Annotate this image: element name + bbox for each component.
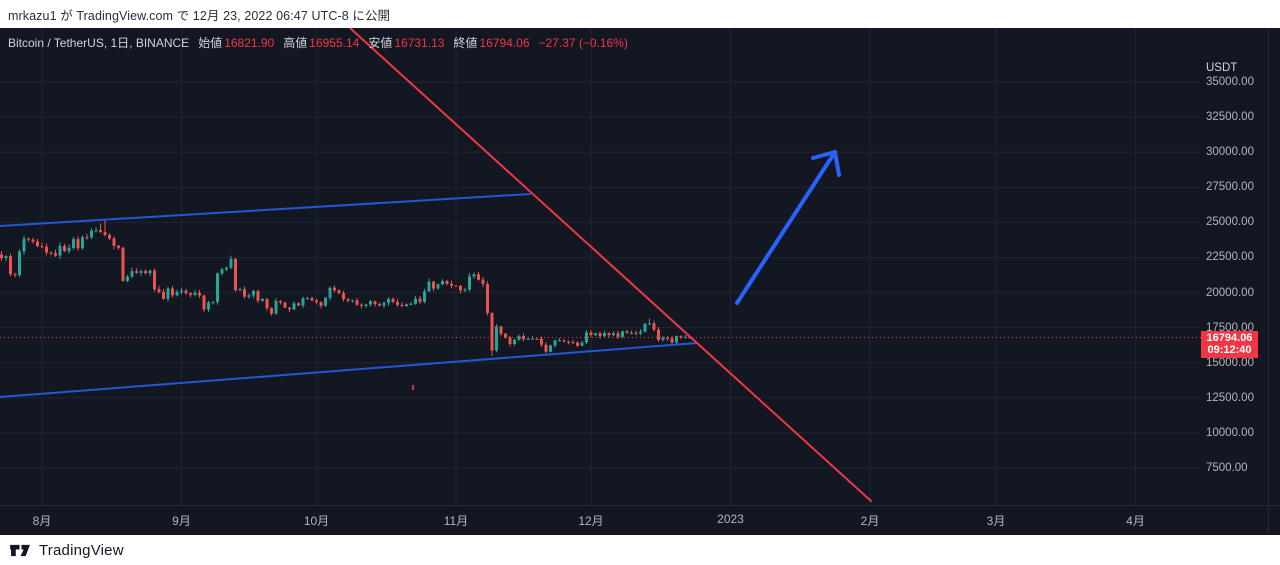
candlesticks[interactable] [0, 219, 692, 356]
bullish-arrow[interactable] [735, 150, 841, 305]
price-tick-label: 15000.00 [1206, 356, 1254, 369]
currency-label: USDT [1206, 62, 1238, 74]
time-tick-label: 3月 [986, 514, 1006, 528]
time-tick-label: 10月 [303, 514, 330, 528]
ohlc-close: 終値 16794.06 [453, 36, 530, 50]
time-tick-label: 2月 [860, 514, 880, 528]
countdown-value: 09:12:40 [1207, 344, 1252, 356]
ohlc-high: 高値 16955.14 [283, 36, 360, 50]
chart-legend: Bitcoin / TetherUS, 1日, BINANCE 始値 16821.… [8, 34, 628, 51]
price-tick-label: 10000.00 [1206, 426, 1254, 439]
price-tick-label: 17500.00 [1206, 321, 1254, 334]
time-tick-label: 11月 [443, 514, 469, 528]
last-price-badge: 16794.06 09:12:40 [1201, 331, 1258, 358]
close-value: 16794.06 [479, 36, 530, 50]
price-tick-label: 25000.00 [1206, 216, 1254, 229]
price-tick-label: 20000.00 [1206, 286, 1254, 299]
tradingview-wordmark[interactable]: TradingView [39, 541, 124, 559]
price-tick-label: 35000.00 [1206, 76, 1254, 88]
axis-border [1268, 28, 1269, 535]
price-tick-label: 7500.00 [1206, 461, 1248, 474]
open-value: 16821.90 [224, 36, 275, 50]
ohlc-open: 始値 16821.90 [198, 36, 275, 50]
time-tick-label: 8月 [32, 514, 52, 528]
grid-vertical [41, 28, 1136, 505]
tradingview-logo-icon[interactable] [10, 542, 31, 559]
ohlc-low: 安値 16731.13 [368, 36, 445, 50]
price-tick-label: 12500.00 [1206, 391, 1254, 404]
upper-channel-trendline[interactable] [0, 193, 531, 227]
publish-info-text: mrkazu1 が TradingView.com で 12月 23, 2022… [8, 8, 391, 23]
low-value: 16731.13 [394, 36, 445, 50]
grid-horizontal [0, 81, 1200, 469]
lower-channel-trendline[interactable] [0, 342, 698, 398]
time-axis[interactable]: 8月 9月 10月 11月 12月 2023 2月 3月 4月 [0, 505, 1280, 535]
time-tick-label: 4月 [1126, 514, 1145, 528]
price-chart-canvas[interactable] [0, 28, 1280, 505]
red-descending-trendline[interactable] [349, 28, 872, 502]
brand-bar: TradingView [0, 535, 1280, 565]
price-tick-label: 30000.00 [1206, 146, 1254, 159]
small-red-dot [412, 385, 414, 390]
price-tick-label: 22500.00 [1206, 251, 1254, 264]
price-tick-label: 27500.00 [1206, 181, 1254, 194]
time-tick-label: 12月 [578, 514, 604, 528]
price-axis[interactable]: 35000.00 32500.00 30000.00 27500.00 25000.00… [1200, 28, 1280, 505]
price-tick-label: 32500.00 [1206, 111, 1254, 124]
symbol-title: Bitcoin / TetherUS, 1日, BINANCE [8, 36, 190, 50]
time-tick-label: 9月 [172, 514, 191, 528]
change-text: −27.37 (−0.16%) [538, 35, 628, 50]
high-value: 16955.14 [309, 36, 360, 50]
last-price-value: 16794.06 [1206, 332, 1253, 344]
chart-area[interactable]: Bitcoin / TetherUS, 1日, BINANCE 始値 16821.… [0, 28, 1280, 535]
time-tick-label: 2023 [717, 512, 744, 526]
publish-header: mrkazu1 が TradingView.com で 12月 23, 2022… [0, 0, 1280, 28]
